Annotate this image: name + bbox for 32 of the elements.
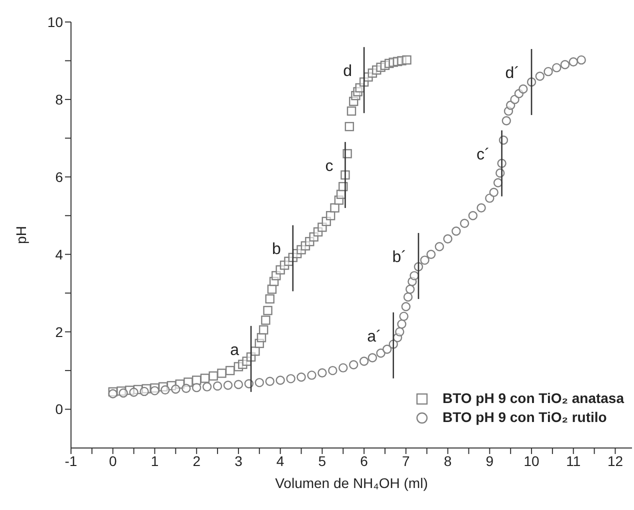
annotation: d´ [505, 65, 520, 82]
y-tick-label: 8 [55, 91, 64, 108]
y-tick-label: 2 [55, 324, 64, 340]
annotation: c´ [476, 146, 490, 164]
y-tick-label: 4 [55, 246, 64, 262]
y-tick-label: 6 [55, 168, 64, 185]
annotation: c [325, 158, 334, 175]
y-tick-label: 10 [47, 14, 64, 30]
x-tick-label: 5 [318, 452, 326, 469]
annotation: b´ [392, 248, 406, 266]
x-tick-label: 10 [524, 452, 540, 469]
x-tick-label: 11 [566, 452, 581, 469]
y-axis-title: pH [12, 226, 29, 244]
x-tick-label: 9 [486, 452, 494, 469]
legend-label: BTO pH 9 con TiO₂ anatasa [442, 389, 624, 408]
x-axis-title: Volumen de NH₄OH (ml) [275, 475, 428, 491]
y-tick-label: 0 [55, 401, 64, 418]
x-tick-label: 6 [360, 452, 368, 469]
x-tick-label: 8 [444, 452, 452, 469]
x-tick-label: 12 [607, 452, 624, 469]
x-tick-label: 3 [234, 452, 243, 469]
x-tick-label: -1 [64, 452, 78, 469]
x-tick-label: 1 [150, 452, 159, 469]
legend-label: BTO pH 9 con TiO₂ rutilo [442, 408, 607, 427]
x-tick-label: 0 [108, 452, 117, 469]
annotation: b [272, 241, 281, 258]
x-tick-label: 2 [192, 452, 201, 469]
annotation: a´ [367, 328, 382, 346]
x-tick-label: 7 [402, 452, 410, 469]
x-tick-label: 4 [276, 452, 284, 469]
annotation: d [343, 63, 352, 80]
annotation: a [230, 342, 240, 359]
